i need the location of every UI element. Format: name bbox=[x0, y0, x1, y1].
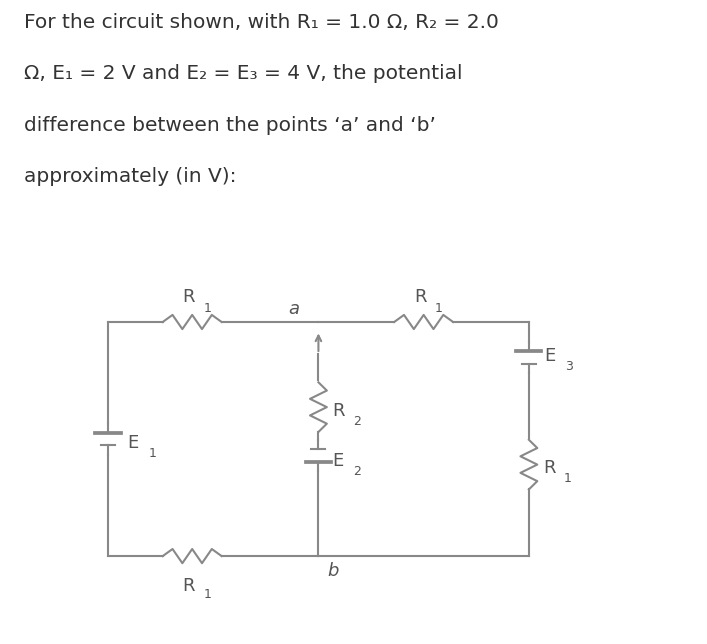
Text: b: b bbox=[327, 562, 338, 580]
Text: a: a bbox=[288, 301, 299, 318]
Text: 2: 2 bbox=[353, 465, 361, 478]
Text: For the circuit shown, with R₁ = 1.0 Ω, R₂ = 2.0: For the circuit shown, with R₁ = 1.0 Ω, … bbox=[24, 14, 498, 32]
Text: E: E bbox=[128, 433, 139, 451]
Text: difference between the points ‘a’ and ‘b’: difference between the points ‘a’ and ‘b… bbox=[24, 115, 436, 135]
Text: E: E bbox=[332, 452, 344, 470]
Text: 1: 1 bbox=[148, 447, 156, 460]
Text: Ω, E₁ = 2 V and E₂ = E₃ = 4 V, the potential: Ω, E₁ = 2 V and E₂ = E₃ = 4 V, the poten… bbox=[24, 64, 462, 84]
Text: R: R bbox=[332, 402, 345, 420]
Text: 1: 1 bbox=[563, 472, 571, 486]
Text: 2: 2 bbox=[353, 415, 361, 428]
Text: E: E bbox=[544, 347, 556, 365]
Text: 1: 1 bbox=[435, 302, 443, 315]
Text: 3: 3 bbox=[565, 360, 573, 373]
Text: R: R bbox=[182, 289, 195, 307]
Text: R: R bbox=[182, 578, 195, 595]
Text: approximately (in V):: approximately (in V): bbox=[24, 167, 236, 185]
Text: R: R bbox=[414, 289, 426, 307]
Text: R: R bbox=[543, 459, 556, 477]
Text: 1: 1 bbox=[204, 302, 211, 315]
Text: 1: 1 bbox=[204, 588, 211, 601]
